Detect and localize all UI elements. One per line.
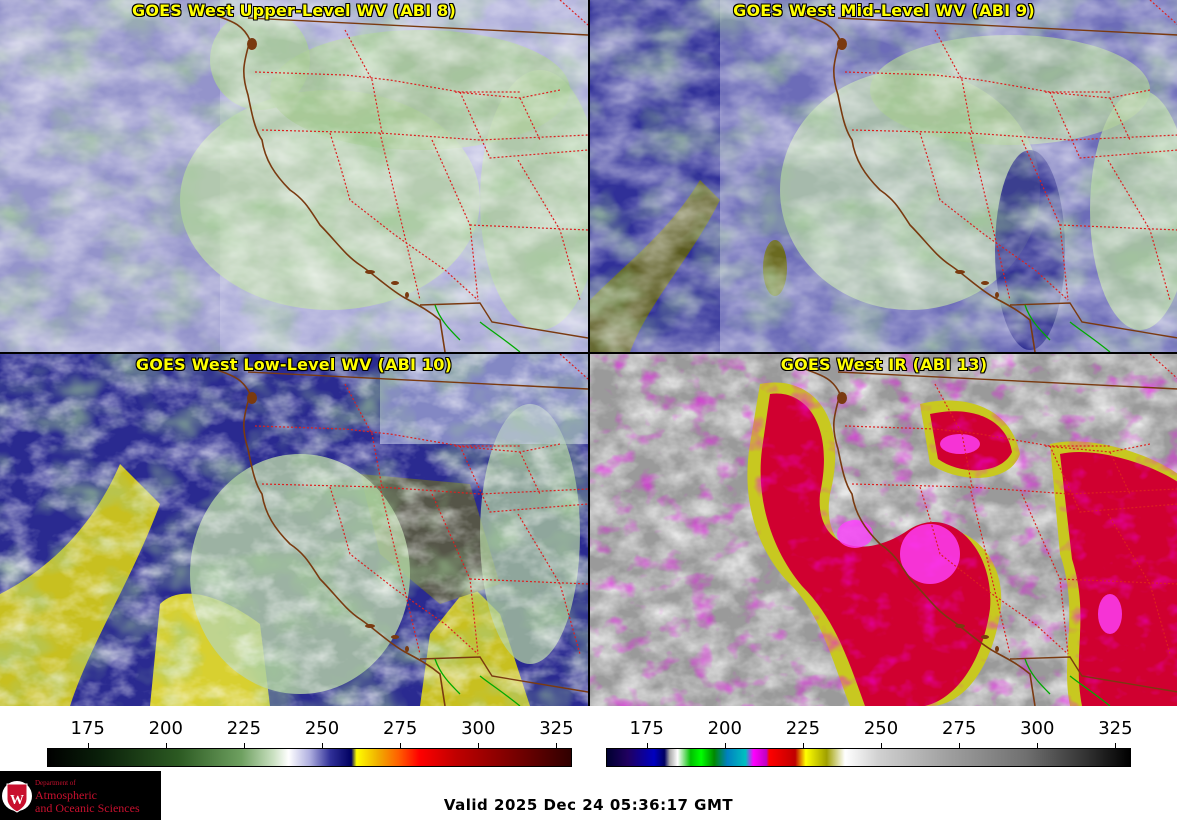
wv-tick-mark bbox=[556, 743, 558, 748]
low-level-wv-panel: GOES West Low-Level WV (ABI 10) bbox=[0, 354, 588, 706]
wv-tick-label: 275 bbox=[382, 718, 418, 739]
ir-tick-mark bbox=[646, 743, 648, 748]
ir-tick-label: 325 bbox=[1098, 718, 1133, 739]
logo-atmospheric-text: Atmospheric bbox=[35, 788, 97, 802]
valid-time-label: Valid 2025 Dec 24 05:36:17 GMT bbox=[443, 796, 734, 814]
wv-tick-label: 175 bbox=[70, 718, 105, 739]
wv-tick-mark bbox=[322, 743, 323, 748]
ir-tick-mark bbox=[1115, 743, 1117, 748]
wv-tick-mark bbox=[87, 743, 89, 748]
ir-title: GOES West IR (ABI 13) bbox=[780, 355, 988, 374]
wv-colorbar: 175 200 225 250 275 300 325 bbox=[47, 706, 574, 770]
wv-colorbar-gradient bbox=[47, 748, 572, 767]
ir-tick-label: 175 bbox=[629, 718, 664, 739]
aos-logo: W Department of Atmospheric and Oceanic … bbox=[0, 771, 161, 820]
wv-tick-mark bbox=[243, 743, 245, 748]
wv-tick-mark bbox=[400, 743, 402, 748]
wv-tick-label: 250 bbox=[304, 718, 340, 739]
ir-tick-mark bbox=[959, 743, 961, 748]
wv-tick-label: 300 bbox=[461, 718, 496, 739]
ir-tick-label: 225 bbox=[785, 718, 821, 739]
svg-text:W: W bbox=[10, 793, 24, 808]
logo-department-text: Department of bbox=[35, 779, 76, 787]
upper-level-wv-image bbox=[0, 0, 588, 352]
ir-tick-label: 300 bbox=[1020, 718, 1055, 739]
ir-tick-mark bbox=[724, 743, 726, 748]
upper-level-wv-panel: GOES West Upper-Level WV (ABI 8) bbox=[0, 0, 588, 352]
low-level-wv-image bbox=[0, 354, 588, 706]
ir-tick-label: 250 bbox=[863, 718, 899, 739]
ir-panel: GOES West IR (ABI 13) bbox=[590, 354, 1177, 706]
ir-tick-label: 200 bbox=[707, 718, 742, 739]
wv-tick-label: 200 bbox=[148, 718, 183, 739]
ir-tick-label: 275 bbox=[941, 718, 977, 739]
wv-tick-label: 325 bbox=[539, 718, 574, 739]
upper-level-wv-title: GOES West Upper-Level WV (ABI 8) bbox=[132, 1, 456, 20]
wv-tick-mark bbox=[478, 743, 480, 748]
ir-colorbar: 175 200 225 250 275 300 325 bbox=[606, 706, 1133, 770]
mid-level-wv-panel: GOES West Mid-Level WV (ABI 9) bbox=[590, 0, 1177, 352]
ir-tick-mark bbox=[1037, 743, 1039, 748]
ir-tick-mark bbox=[802, 743, 804, 748]
mid-level-wv-image bbox=[590, 0, 1177, 352]
mid-level-wv-title: GOES West Mid-Level WV (ABI 9) bbox=[733, 1, 1035, 20]
low-level-wv-title: GOES West Low-Level WV (ABI 10) bbox=[135, 355, 453, 374]
ir-image bbox=[590, 354, 1177, 706]
ir-colorbar-gradient bbox=[606, 748, 1131, 767]
uw-crest-icon: W bbox=[2, 781, 32, 813]
panel-divider-horizontal bbox=[0, 352, 1177, 354]
wv-tick-label: 225 bbox=[226, 718, 262, 739]
logo-oceanic-text: and Oceanic Sciences bbox=[35, 801, 140, 815]
wv-tick-mark bbox=[165, 743, 167, 748]
ir-tick-mark bbox=[881, 743, 882, 748]
